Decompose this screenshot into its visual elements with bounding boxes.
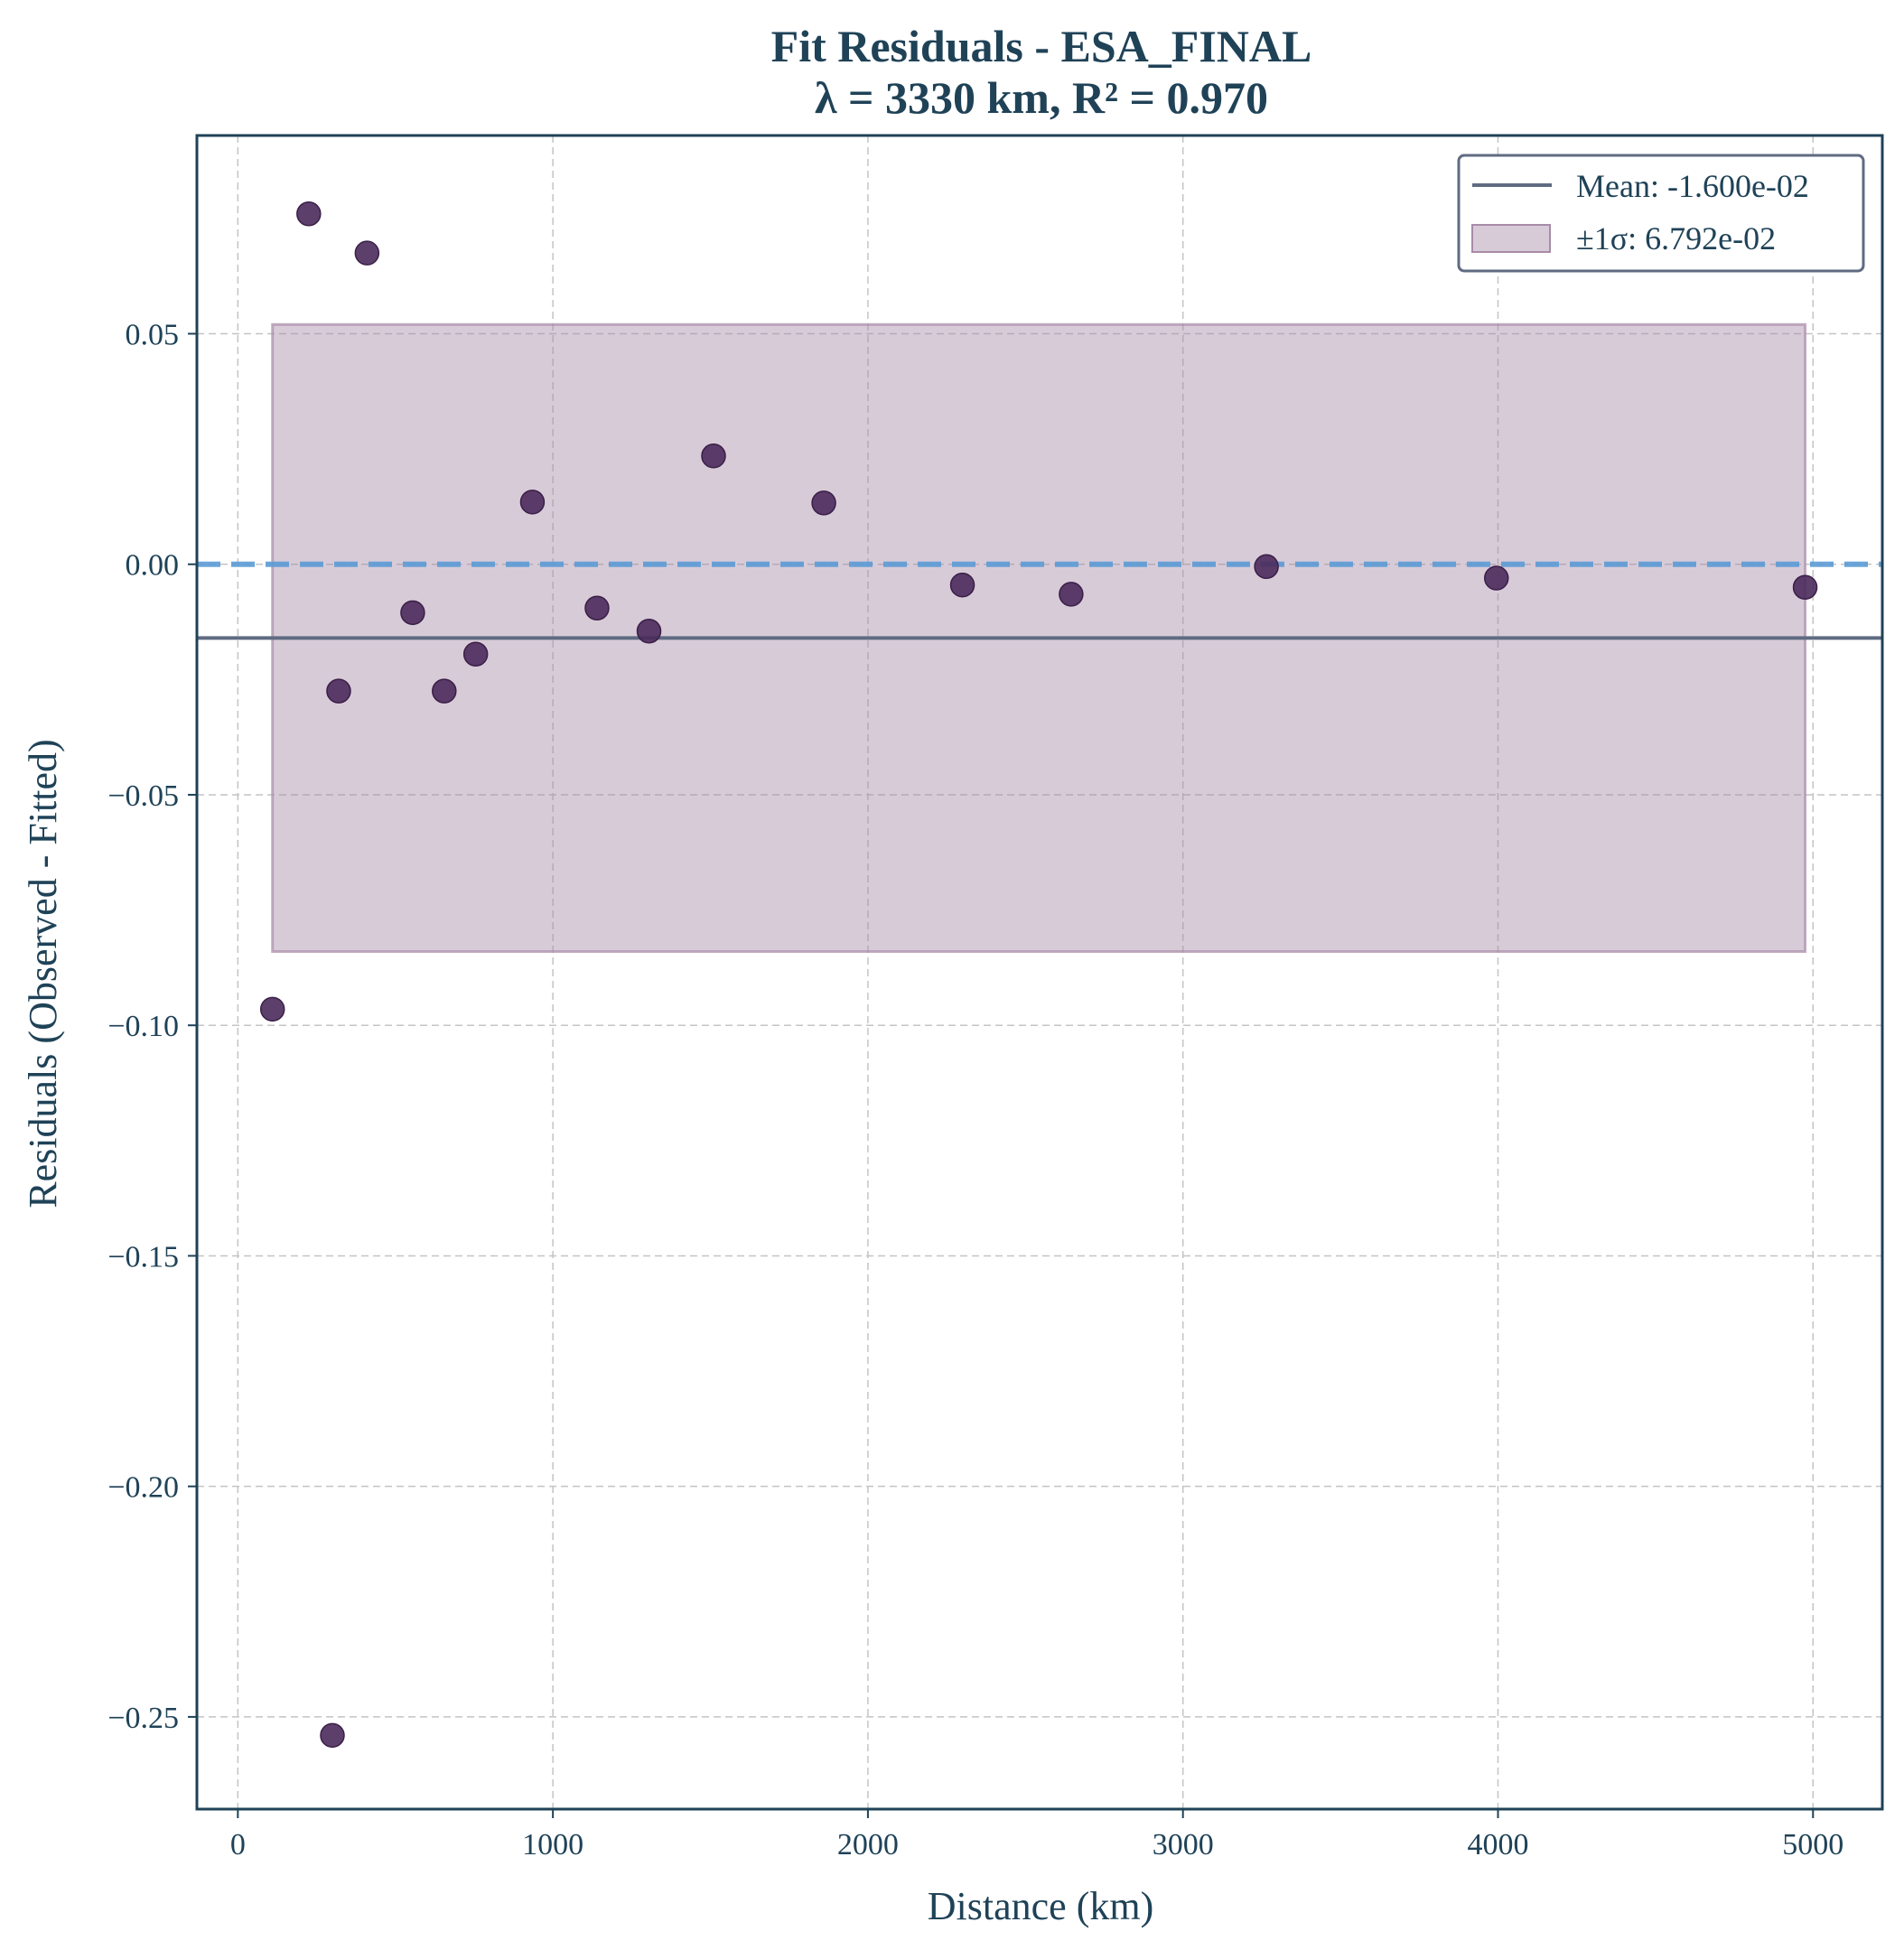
legend-box [1457, 154, 1865, 273]
data-point [584, 595, 610, 620]
legend-sigma-swatch [1471, 224, 1551, 253]
data-point [636, 619, 662, 644]
data-point [1059, 582, 1084, 607]
data-point [462, 641, 489, 667]
x-axis-label: Distance (km) [928, 1884, 1153, 1928]
legend-sigma-label: ±1σ: 6.792e-02 [1576, 220, 1776, 257]
y-tick-label: 0.00 [126, 549, 180, 583]
data-point [519, 490, 546, 515]
x-tick-label: 2000 [837, 1828, 899, 1861]
grid [197, 135, 1882, 1809]
data-point [1254, 554, 1279, 580]
data-point [354, 240, 380, 266]
y-tick-label: −0.20 [107, 1471, 179, 1505]
chart-subtitle: λ = 3330 km, R² = 0.970 [815, 72, 1268, 123]
data-point [949, 572, 975, 598]
x-tick-label: 3000 [1153, 1828, 1214, 1861]
x-tick-label: 0 [230, 1828, 246, 1861]
legend: Mean: -1.600e-02 ±1σ: 6.792e-02 [1457, 154, 1865, 273]
data-point [400, 600, 425, 626]
data-point [326, 678, 351, 704]
y-tick-label: −0.10 [107, 1010, 179, 1043]
data-point [320, 1722, 345, 1749]
y-tick-label: −0.25 [107, 1702, 179, 1735]
reference-lines-layer [197, 561, 1882, 640]
tick-labels-layer: 0 1000 2000 3000 4000 5000 0.05 0.00 −0.05 −0.10 −… [107, 319, 1843, 1861]
plot-frame [195, 134, 1884, 1811]
axes-layer [195, 134, 1884, 1811]
data-point [811, 490, 836, 516]
data-point [296, 201, 322, 227]
y-axis-label: Residuals (Observed - Fitted) [21, 739, 65, 1208]
data-point [1483, 565, 1509, 591]
data-point [1792, 574, 1818, 601]
data-point [701, 443, 726, 469]
x-tick-label: 5000 [1782, 1828, 1843, 1861]
y-tick-label: −0.15 [107, 1240, 179, 1274]
y-tick-label: −0.05 [107, 779, 179, 813]
y-tick-label: 0.05 [126, 319, 180, 352]
x-tick-label: 4000 [1467, 1828, 1528, 1861]
data-point [432, 678, 457, 704]
x-tick-label: 1000 [522, 1828, 583, 1861]
legend-mean-label: Mean: -1.600e-02 [1576, 168, 1809, 204]
data-point [259, 996, 285, 1022]
data-points-layer [259, 201, 1818, 1749]
chart-title: Fit Residuals - ESA_FINAL [771, 21, 1312, 71]
